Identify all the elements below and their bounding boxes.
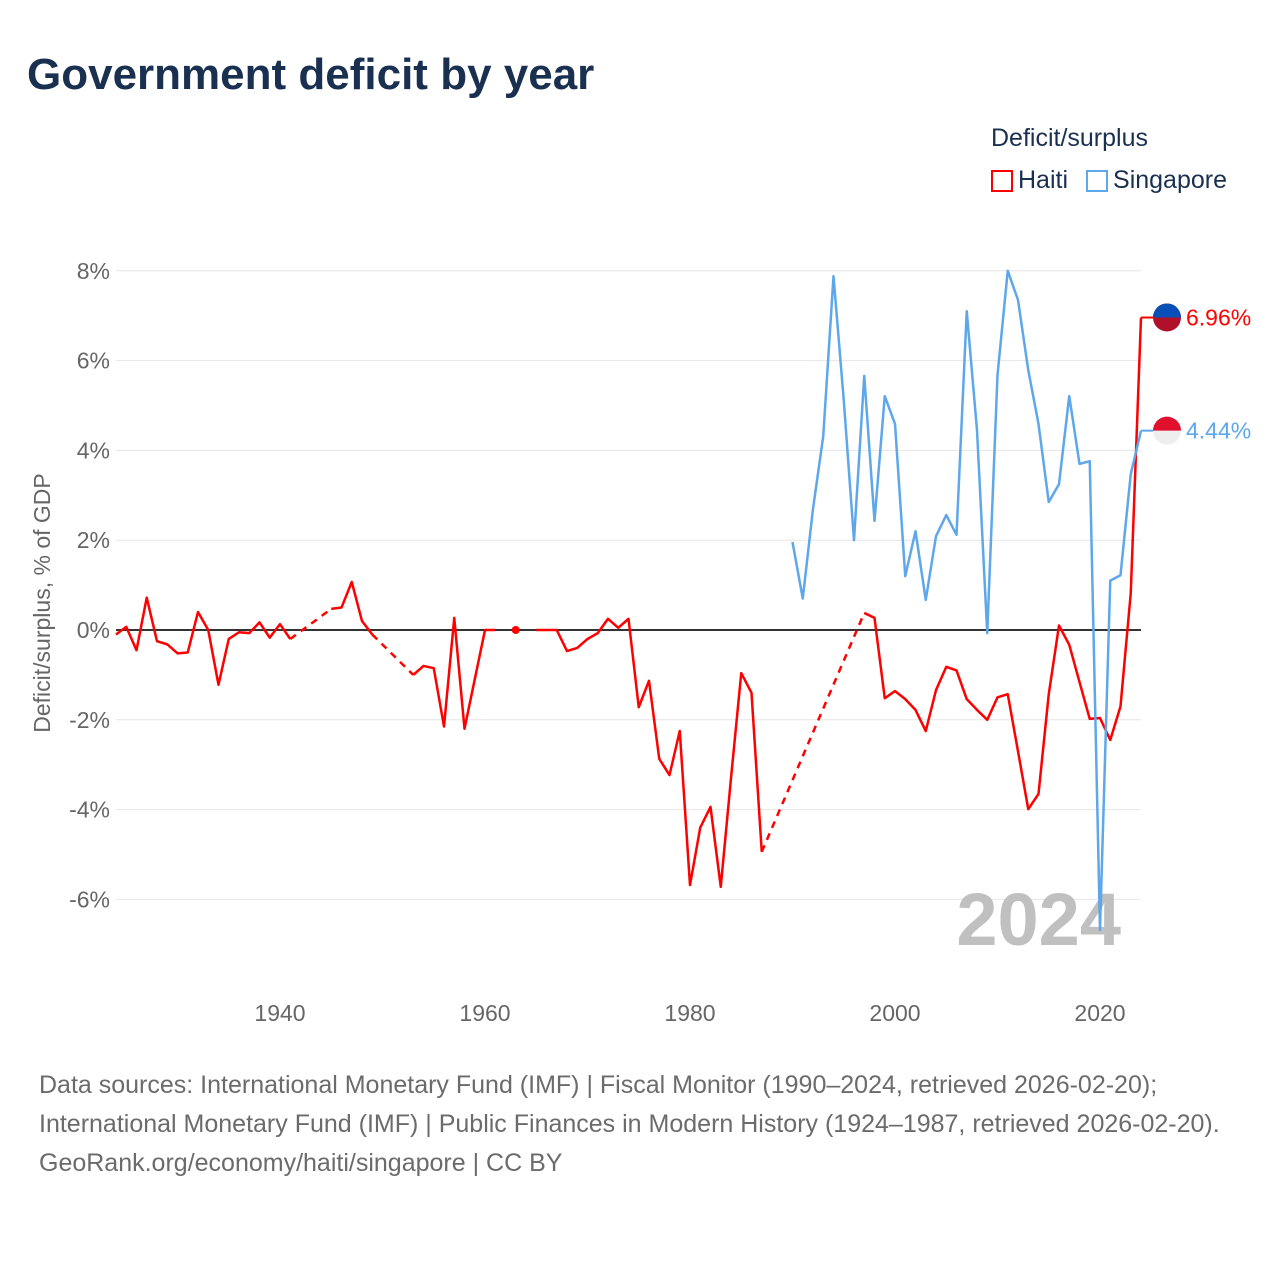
series-gap-haiti: [760, 612, 866, 853]
legend-item-haiti[interactable]: Haiti: [991, 166, 1068, 195]
legend-swatch-singapore: [1086, 169, 1109, 192]
series-line-haiti: [115, 596, 292, 687]
x-tick-label: 1940: [254, 1000, 305, 1026]
data-sources: Data sources: International Monetary Fun…: [39, 1071, 1220, 1138]
year-watermark: 2024: [956, 878, 1121, 961]
y-tick-label: -4%: [69, 797, 110, 823]
legend-label: Singapore: [1113, 166, 1227, 194]
data-point: [511, 626, 520, 634]
end-value-label: 4.44%: [1186, 418, 1251, 444]
legend-swatch-haiti: [991, 169, 1013, 192]
series-line-haiti: [863, 317, 1143, 811]
y-tick-label: 2%: [77, 527, 110, 553]
flag-top-haiti: [1153, 303, 1181, 318]
series-line-haiti: [412, 616, 496, 731]
series-gap-haiti: [289, 607, 332, 640]
y-tick-label: -6%: [69, 886, 110, 912]
legend: Haiti Singapore: [991, 166, 1227, 195]
y-tick-label: -2%: [69, 707, 110, 733]
y-axis-label: Deficit/surplus, % of GDP: [29, 473, 55, 732]
x-tick-label: 1980: [664, 1000, 715, 1026]
y-tick-label: 6%: [77, 348, 110, 374]
series-gap-haiti: [371, 633, 415, 676]
footer: Data sources: International Monetary Fun…: [39, 1066, 1239, 1183]
credit-link[interactable]: GeoRank.org/economy/haiti/singapore | CC…: [39, 1149, 563, 1177]
series-line-singapore: [791, 269, 1143, 932]
y-tick-label: 4%: [77, 437, 110, 463]
end-value-label: 6.96%: [1186, 304, 1251, 330]
series-line-haiti: [536, 617, 763, 889]
x-tick-label: 1960: [459, 1000, 510, 1026]
y-tick-label: 0%: [77, 617, 110, 643]
x-tick-label: 2020: [1074, 1000, 1125, 1026]
flag-top-singapore: [1153, 416, 1181, 431]
series-line-haiti: [331, 580, 374, 636]
chart-title: Government deficit by year: [27, 50, 595, 99]
legend-title: Deficit/surplus: [991, 124, 1148, 152]
x-tick-label: 2000: [869, 1000, 920, 1026]
y-tick-label: 8%: [77, 258, 110, 284]
legend-label: Haiti: [1018, 166, 1069, 194]
legend-item-singapore[interactable]: Singapore: [1086, 166, 1227, 195]
